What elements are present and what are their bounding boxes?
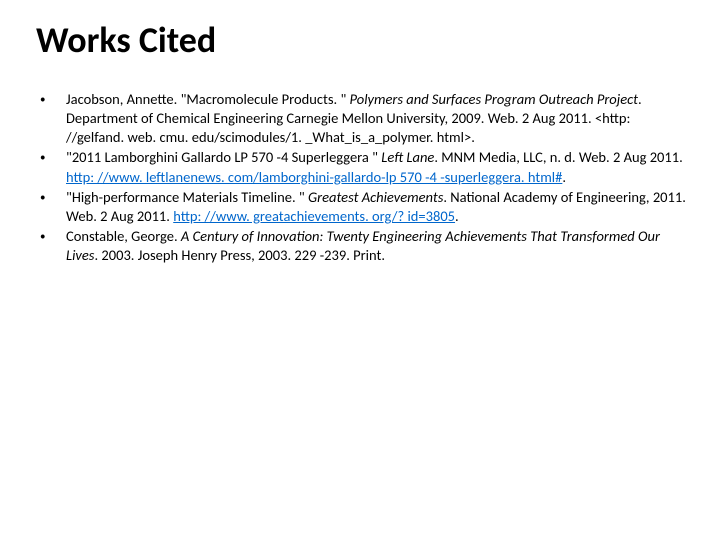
citation-item: •Constable, George. A Century of Innovat… [38,227,690,265]
citation-segment: "High-performance Materials Timeline. " [66,188,308,206]
citation-link[interactable]: http: //www. leftlanenews. com/lamborghi… [66,168,562,186]
bullet-icon: • [38,90,66,108]
citation-segment: Greatest Achievements [308,188,443,206]
citation-text: Jacobson, Annette. "Macromolecule Produc… [66,90,690,147]
citation-segment: . [562,168,566,186]
bullet-icon: • [38,148,66,166]
citation-item: •"High-performance Materials Timeline. "… [38,188,690,226]
bullet-icon: • [38,227,66,245]
page-title: Works Cited [36,18,690,62]
citation-item: •Jacobson, Annette. "Macromolecule Produ… [38,90,690,147]
citation-item: •"2011 Lamborghini Gallardo LP 570 -4 Su… [38,148,690,186]
citation-segment: . MNM Media, LLC, n. d. Web. 2 Aug 2011. [434,148,682,166]
citation-list: •Jacobson, Annette. "Macromolecule Produ… [38,90,690,265]
citation-text: "2011 Lamborghini Gallardo LP 570 -4 Sup… [66,148,690,186]
citation-segment: . [455,207,459,225]
citation-segment: "2011 Lamborghini Gallardo LP 570 -4 Sup… [66,148,381,166]
citation-segment: Polymers and Surfaces Program Outreach P… [350,90,639,108]
citation-segment: Constable, George. [66,227,181,245]
citation-text: "High-performance Materials Timeline. " … [66,188,690,226]
citation-segment: Left Lane [381,148,434,166]
citation-link[interactable]: http: //www. greatachievements. org/? id… [173,207,455,225]
citation-segment: Jacobson, Annette. "Macromolecule Produc… [66,90,350,108]
citation-segment: . 2003. Joseph Henry Press, 2003. 229 -2… [94,246,385,264]
bullet-icon: • [38,188,66,206]
citation-text: Constable, George. A Century of Innovati… [66,227,690,265]
